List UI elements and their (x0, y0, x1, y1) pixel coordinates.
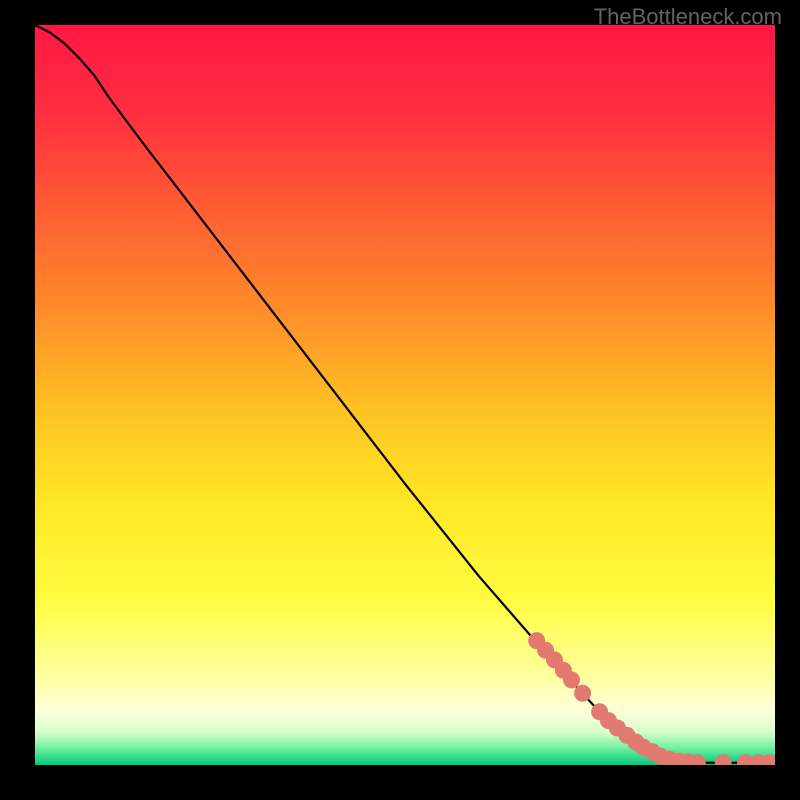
chart-plot-area (35, 25, 775, 765)
curve-line (35, 25, 775, 763)
data-marker (715, 755, 731, 765)
data-marker (564, 672, 580, 688)
attribution-text: TheBottleneck.com (594, 4, 782, 30)
data-marker (575, 685, 591, 701)
chart-svg (35, 25, 775, 765)
